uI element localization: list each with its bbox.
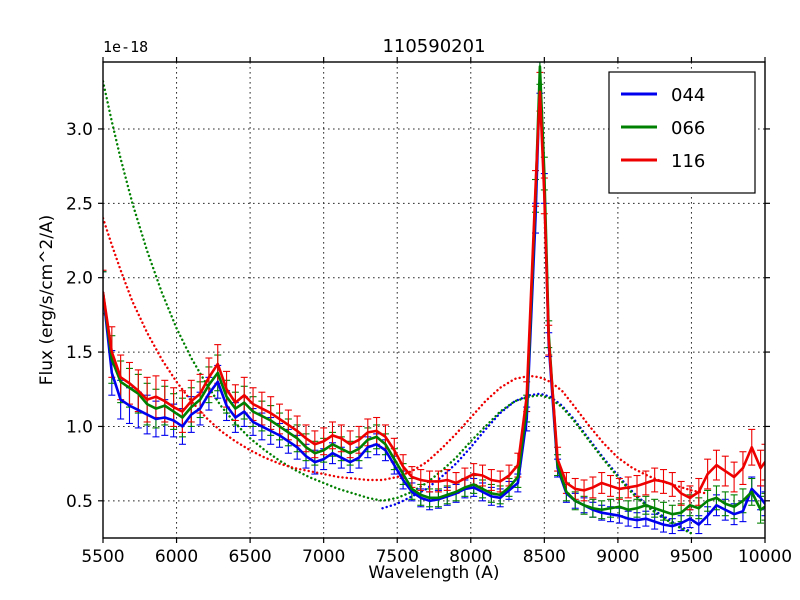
- data-layer: [103, 62, 765, 535]
- legend-item-116[interactable]: 116: [621, 151, 705, 172]
- x-tick-label: 6000: [155, 547, 198, 567]
- x-tick-label: 8500: [523, 547, 566, 567]
- x-tick-label: 6500: [228, 547, 271, 567]
- y-axis-label: Flux (erg/s/cm^2/A): [37, 215, 57, 386]
- legend-label-044: 044: [671, 85, 705, 106]
- series-line-116: [103, 90, 765, 500]
- y-tick-label: 1.5: [66, 343, 93, 363]
- legend-box: [608, 71, 756, 194]
- x-axis-label: Wavelength (A): [368, 563, 499, 583]
- legend[interactable]: 044 066 116: [608, 71, 756, 194]
- grid-layer: [103, 62, 765, 538]
- series-line-044: [103, 75, 765, 528]
- y-axis-offset-text: 1e-18: [103, 38, 148, 56]
- x-tick-label: 7500: [376, 547, 419, 567]
- x-tick-label: 10000: [738, 547, 792, 567]
- legend-label-066: 066: [671, 118, 705, 139]
- x-tick-label: 9000: [596, 547, 639, 567]
- y-tick-label: 2.5: [66, 194, 93, 214]
- axes-frame: [102, 61, 766, 539]
- series-line-066: [103, 65, 765, 516]
- x-tick-label: 5500: [81, 547, 124, 567]
- y-tick-label: 0.5: [66, 492, 93, 512]
- legend-item-066[interactable]: 066: [621, 118, 705, 139]
- plot-content: [103, 62, 765, 535]
- y-tick-label: 1.0: [66, 417, 93, 437]
- x-tick-label: 8000: [449, 547, 492, 567]
- x-tick-label: 7000: [302, 547, 345, 567]
- tick-labels-layer: 5500 6000 6500 7000 7500 8000 8500 9000 9500 1000…: [66, 120, 792, 567]
- y-tick-label: 3.0: [66, 120, 93, 140]
- y-tick-label: 2.0: [66, 269, 93, 289]
- ticks-layer: [98, 57, 770, 543]
- x-tick-label: 9500: [670, 547, 713, 567]
- legend-label-116: 116: [671, 151, 705, 172]
- model-curve-066-model: [103, 80, 693, 535]
- page-title: 110590201: [382, 36, 485, 57]
- legend-item-044[interactable]: 044: [621, 85, 705, 106]
